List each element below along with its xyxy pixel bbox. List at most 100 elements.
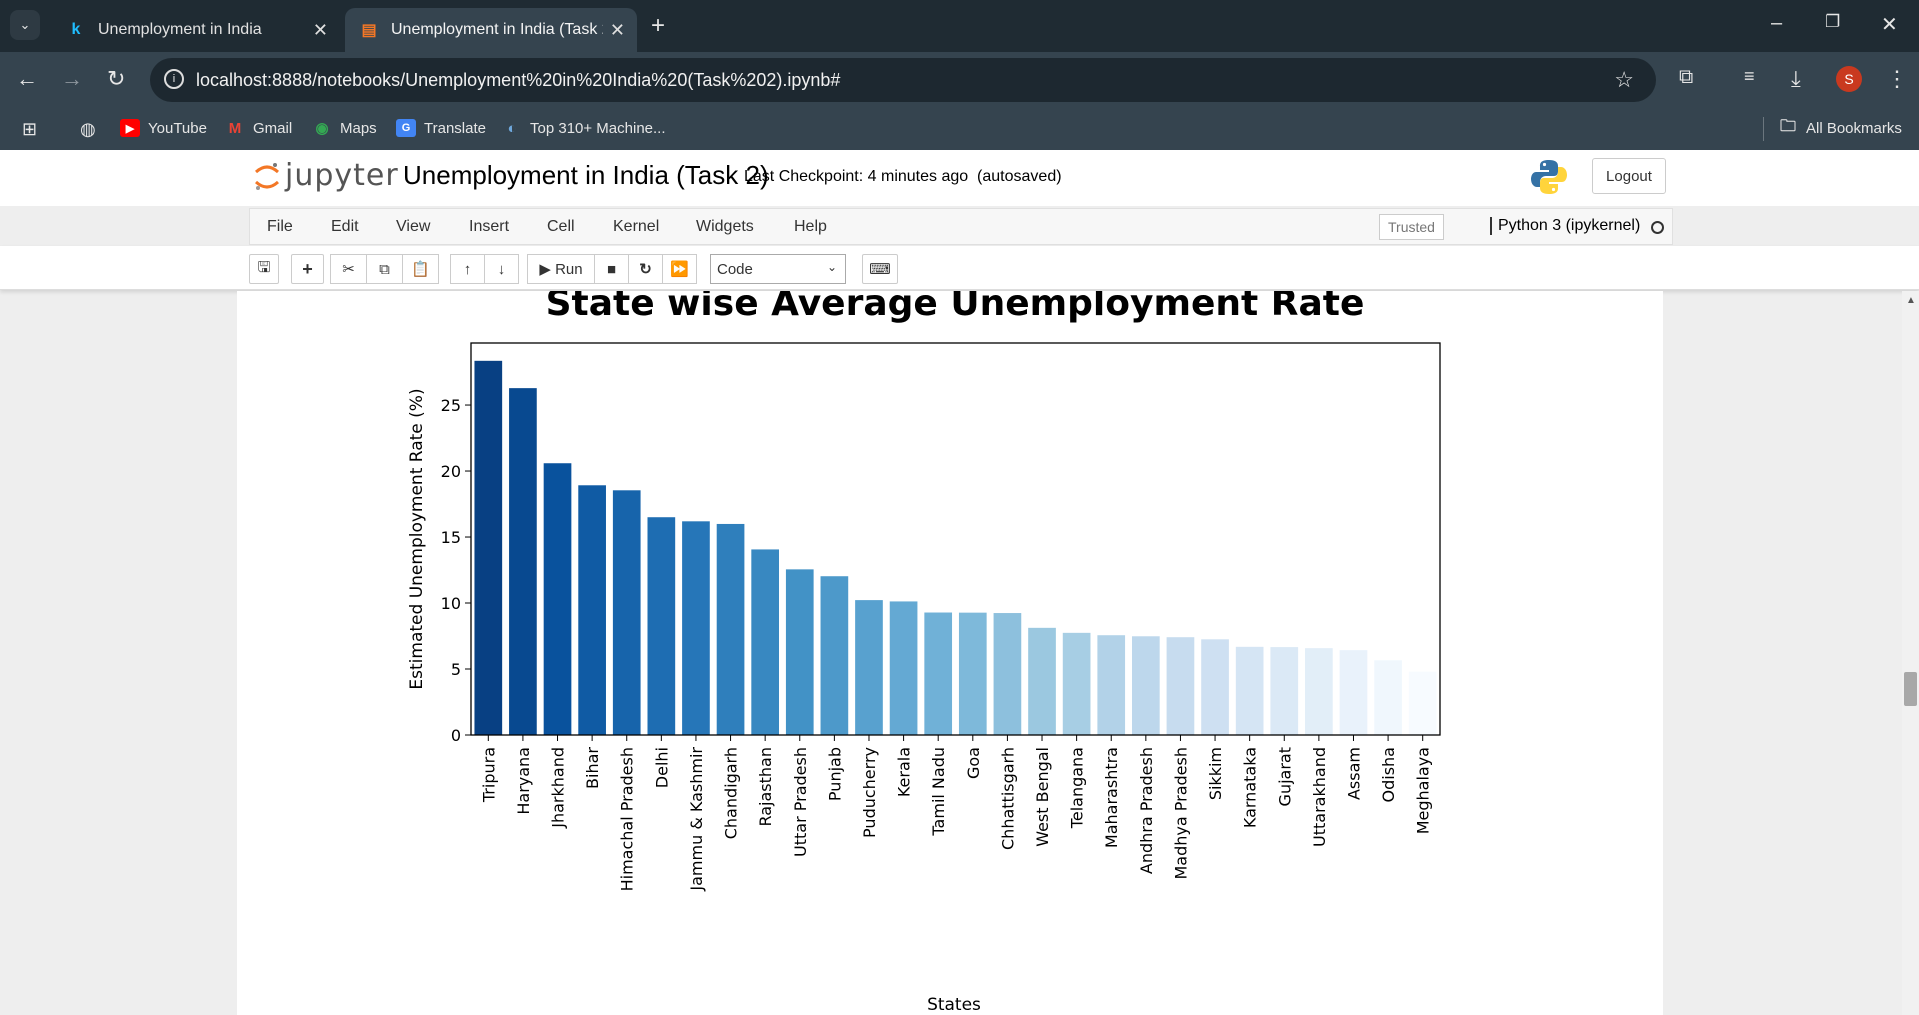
- site-info-icon[interactable]: i: [164, 69, 184, 89]
- menu-view[interactable]: View: [396, 218, 431, 235]
- x-tick-label: Meghalaya: [1414, 747, 1433, 834]
- url-text: localhost:8888/notebooks/Unemployment%20…: [196, 69, 841, 90]
- restart-run-all-icon[interactable]: ⏩: [662, 254, 697, 284]
- x-tick-label: Uttar Pradesh: [791, 747, 810, 857]
- notebook-name[interactable]: Unemployment in India (Task 2): [403, 160, 769, 190]
- x-tick-label: Punjab: [825, 747, 844, 801]
- bar-chart: State wise Average Unemployment Rate Est…: [407, 291, 1441, 1015]
- interrupt-icon[interactable]: ■: [594, 254, 629, 284]
- divider: [1763, 117, 1764, 141]
- restore-icon[interactable]: ❐: [1825, 12, 1841, 31]
- reload-icon[interactable]: ↻: [107, 66, 126, 91]
- bar-madhya-pradesh: [1166, 637, 1195, 735]
- x-tick-label: Maharashtra: [1102, 747, 1121, 848]
- bar-gujarat: [1270, 647, 1299, 735]
- x-tick-label: Tripura: [479, 747, 498, 803]
- all-bookmarks[interactable]: 🗀 All Bookmarks: [1778, 118, 1902, 137]
- new-tab-button[interactable]: +: [651, 12, 666, 39]
- x-tick-label: Tamil Nadu: [929, 747, 948, 837]
- bookmark-top-310[interactable]: ◐ Top 310+ Machine...: [502, 119, 666, 137]
- bookmark-star-icon[interactable]: ☆: [1614, 67, 1634, 92]
- notebook-cell-output: State wise Average Unemployment Rate Est…: [237, 291, 1663, 1015]
- jupyter-logo[interactable]: jupyter: [253, 158, 399, 194]
- menu-edit[interactable]: Edit: [331, 218, 359, 235]
- apps-icon[interactable]: ⊞: [22, 119, 38, 139]
- menu-widgets[interactable]: Widgets: [696, 218, 754, 235]
- page-scrollbar[interactable]: ▲: [1902, 291, 1919, 1015]
- x-tick-label: Goa: [964, 747, 983, 779]
- x-tick-label: Odisha: [1379, 747, 1398, 802]
- x-tick-label: Haryana: [514, 747, 533, 815]
- kernel-idle-icon: [1651, 221, 1664, 234]
- menu-kernel[interactable]: Kernel: [613, 218, 660, 235]
- x-tick-label: Madhya Pradesh: [1171, 747, 1190, 880]
- trusted-indicator[interactable]: Trusted: [1379, 214, 1444, 240]
- cell-type-select[interactable]: Code ⌄: [710, 254, 846, 284]
- paste-icon[interactable]: 📋: [402, 254, 439, 284]
- extensions-icon[interactable]: ⧉: [1679, 66, 1694, 88]
- menu-cell[interactable]: Cell: [547, 218, 575, 235]
- y-tick-label: 5: [451, 660, 461, 679]
- menu-insert[interactable]: Insert: [469, 218, 510, 235]
- move-up-icon[interactable]: ↑: [450, 254, 485, 284]
- bar-meghalaya: [1408, 671, 1437, 735]
- play-icon: ▶: [539, 261, 551, 278]
- profile-avatar[interactable]: S: [1836, 66, 1862, 92]
- x-tick-label: Chhattisgarh: [998, 747, 1017, 850]
- restart-icon[interactable]: ↻: [628, 254, 663, 284]
- bookmark-label: YouTube: [148, 119, 207, 137]
- save-icon[interactable]: 🖫: [249, 254, 279, 284]
- menu-help[interactable]: Help: [794, 218, 827, 235]
- browser-tab-bar: ⌄ k Unemployment in India ✕ ▤ Unemployme…: [0, 0, 1919, 52]
- kaggle-icon: k: [71, 21, 81, 38]
- bar-andhra-pradesh: [1131, 636, 1160, 735]
- cell-type-value: Code: [717, 260, 753, 278]
- bookmark-label: Gmail: [253, 119, 293, 137]
- scrollbar-thumb[interactable]: [1904, 672, 1917, 706]
- download-icon[interactable]: ⤓: [1791, 66, 1801, 91]
- bar-punjab: [820, 576, 849, 735]
- close-window-icon[interactable]: ✕: [1881, 14, 1898, 36]
- x-tick-label: Telangana: [1068, 747, 1087, 829]
- checkpoint-label: Last Checkpoint:: [744, 168, 864, 185]
- site-icon: ◐: [507, 119, 517, 137]
- notebook-toolbar: 🖫 + ✂ ⧉ 📋 ↑ ↓ ▶ Run ■ ↻ ⏩ Code ⌄ ⌨: [0, 246, 1919, 290]
- bar-west-bengal: [1028, 627, 1056, 735]
- bookmark-maps[interactable]: ◉ Maps: [312, 119, 377, 138]
- globe-icon[interactable]: ◍: [80, 119, 96, 139]
- forward-icon[interactable]: →: [61, 66, 83, 91]
- x-tick-label: Bihar: [583, 747, 602, 789]
- checkpoint-time: 4 minutes ago: [867, 168, 969, 185]
- close-icon[interactable]: ✕: [609, 20, 625, 40]
- insert-cell-icon[interactable]: +: [291, 254, 324, 284]
- copy-icon[interactable]: ⧉: [366, 254, 403, 284]
- keyboard-icon[interactable]: ⌨: [862, 254, 898, 284]
- x-tick-label: Delhi: [652, 747, 671, 788]
- logout-button[interactable]: Logout: [1592, 158, 1666, 194]
- back-icon[interactable]: ←: [16, 66, 38, 91]
- bookmark-label: Maps: [340, 119, 377, 137]
- x-tick-label: Assam: [1344, 747, 1363, 800]
- tab-unemployment-task2[interactable]: ▤ Unemployment in India (Task 2) ✕: [345, 8, 637, 52]
- bookmark-translate[interactable]: G Translate: [396, 119, 486, 137]
- bar-rajasthan: [751, 549, 780, 735]
- more-menu-icon[interactable]: ⋮: [1886, 66, 1908, 91]
- tab-unemployment-in-india[interactable]: k Unemployment in India ✕: [52, 8, 340, 52]
- jupyter-wordmark: jupyter: [285, 158, 399, 193]
- bookmark-label: Top 310+ Machine...: [530, 119, 666, 137]
- address-bar[interactable]: i localhost:8888/notebooks/Unemployment%…: [150, 58, 1656, 102]
- close-icon[interactable]: ✕: [312, 20, 328, 40]
- tab-search-button[interactable]: ⌄: [10, 10, 40, 40]
- scroll-up-icon[interactable]: ▲: [1906, 295, 1916, 306]
- run-button[interactable]: ▶ Run: [527, 254, 595, 284]
- x-tick-label: Jharkhand: [549, 747, 568, 829]
- bookmark-gmail[interactable]: M Gmail: [225, 119, 292, 137]
- menu-file[interactable]: File: [267, 218, 293, 235]
- media-icon[interactable]: ≡: [1744, 66, 1755, 86]
- minimize-icon[interactable]: –: [1771, 12, 1783, 34]
- bookmark-youtube[interactable]: ▶ YouTube: [120, 119, 207, 137]
- autosave-status: (autosaved): [977, 168, 1062, 185]
- move-down-icon[interactable]: ↓: [484, 254, 519, 284]
- x-tick-label: Jammu & Kashmir: [687, 747, 706, 892]
- cut-icon[interactable]: ✂: [330, 254, 367, 284]
